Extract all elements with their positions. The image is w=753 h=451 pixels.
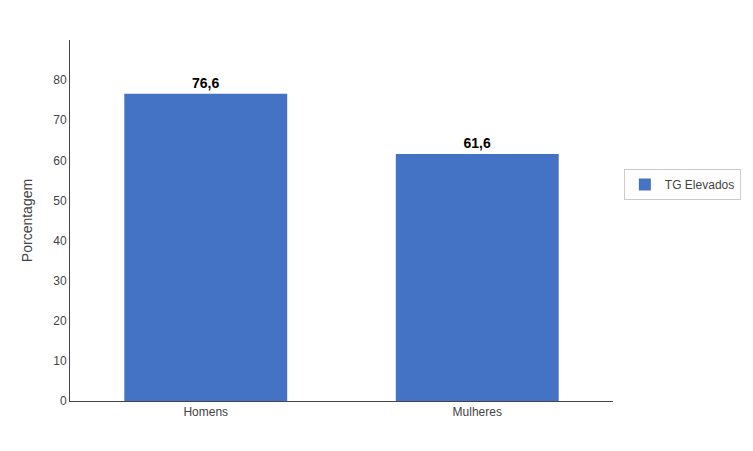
svg-text:10: 10 [53,354,67,368]
svg-text:30: 30 [53,274,67,288]
svg-text:61,6: 61,6 [464,135,491,151]
svg-text:70: 70 [53,113,67,127]
svg-text:80: 80 [53,73,67,87]
svg-text:0: 0 [60,394,67,408]
svg-text:20: 20 [53,314,67,328]
svg-text:TG Elevados: TG Elevados [665,178,734,192]
svg-text:50: 50 [53,194,67,208]
svg-text:76,6: 76,6 [192,75,219,91]
svg-text:Mulheres: Mulheres [453,405,502,419]
svg-text:Porcentagem: Porcentagem [19,179,35,262]
svg-text:Homens: Homens [183,405,228,419]
svg-text:40: 40 [53,234,67,248]
svg-text:60: 60 [53,154,67,168]
